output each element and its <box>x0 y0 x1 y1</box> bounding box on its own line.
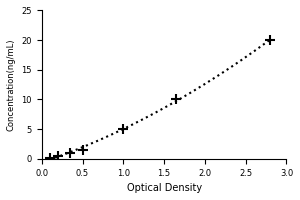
X-axis label: Optical Density: Optical Density <box>127 183 202 193</box>
Y-axis label: Concentration(ng/mL): Concentration(ng/mL) <box>7 38 16 131</box>
